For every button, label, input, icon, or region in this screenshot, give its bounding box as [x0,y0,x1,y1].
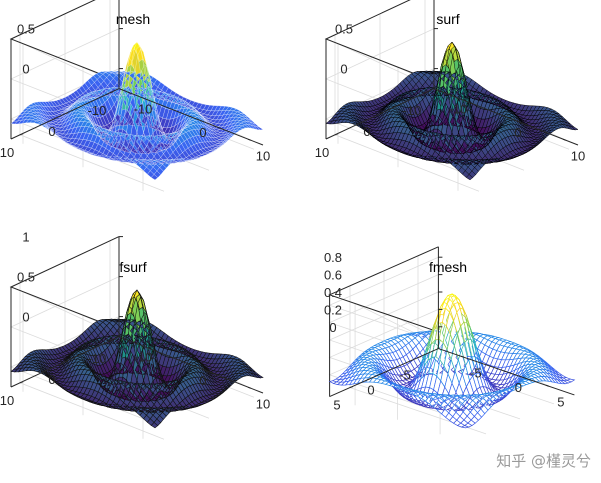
y-tick-label: -10 [403,103,422,118]
y-tick-label: -10 [88,103,107,118]
y-tick-mark [19,381,24,384]
x-tick-mark [247,138,252,141]
z-tick-label: 1 [22,230,29,245]
z-tick-label: 0.5 [17,270,35,285]
surface-patch [255,126,264,131]
z-tick-label: 0 [22,310,29,325]
y-tick-mark [109,91,114,94]
x-tick-mark [127,91,132,94]
x-tick-label: 0 [514,125,521,140]
y-tick-mark [64,112,69,115]
x-tick-label: -10 [449,101,468,116]
z-tick-label: 0.5 [335,22,353,37]
subplot-title: fsurf [119,259,146,275]
x-tick-label: 0 [199,125,206,140]
x-tick-label: -10 [134,101,153,116]
surface [328,293,576,429]
x-tick-label: -10 [134,349,153,364]
x-tick-label: 10 [256,148,270,163]
y-tick-label: 0 [48,124,55,139]
x-tick-label: 10 [571,148,585,163]
x-tick-mark [562,138,567,141]
x-tick-mark [247,386,252,389]
surface [325,41,579,181]
z-tick-label: 0 [22,62,29,77]
x-tick-label: 10 [256,396,270,411]
x-tick-label: 0 [199,373,206,388]
z-tick-label: 0 [340,62,347,77]
subplot-title: surf [436,11,459,27]
subplot-title: mesh [116,11,150,27]
y-tick-label: 10 [315,145,329,160]
subplot-fsurf: 0 0.5 1 -10 0 10 -10 0 10 fsurf [0,230,270,440]
x-tick-mark [187,115,192,118]
y-tick-label: 0 [363,124,370,139]
z-tick-label: 0.5 [17,22,35,37]
y-tick-label: 10 [0,145,14,160]
surface [10,41,264,181]
y-tick-label: 0 [48,372,55,387]
y-tick-mark [19,133,24,136]
y-tick-label: -10 [88,351,107,366]
y-tick-mark [334,133,339,136]
y-tick-label: 10 [0,393,14,408]
